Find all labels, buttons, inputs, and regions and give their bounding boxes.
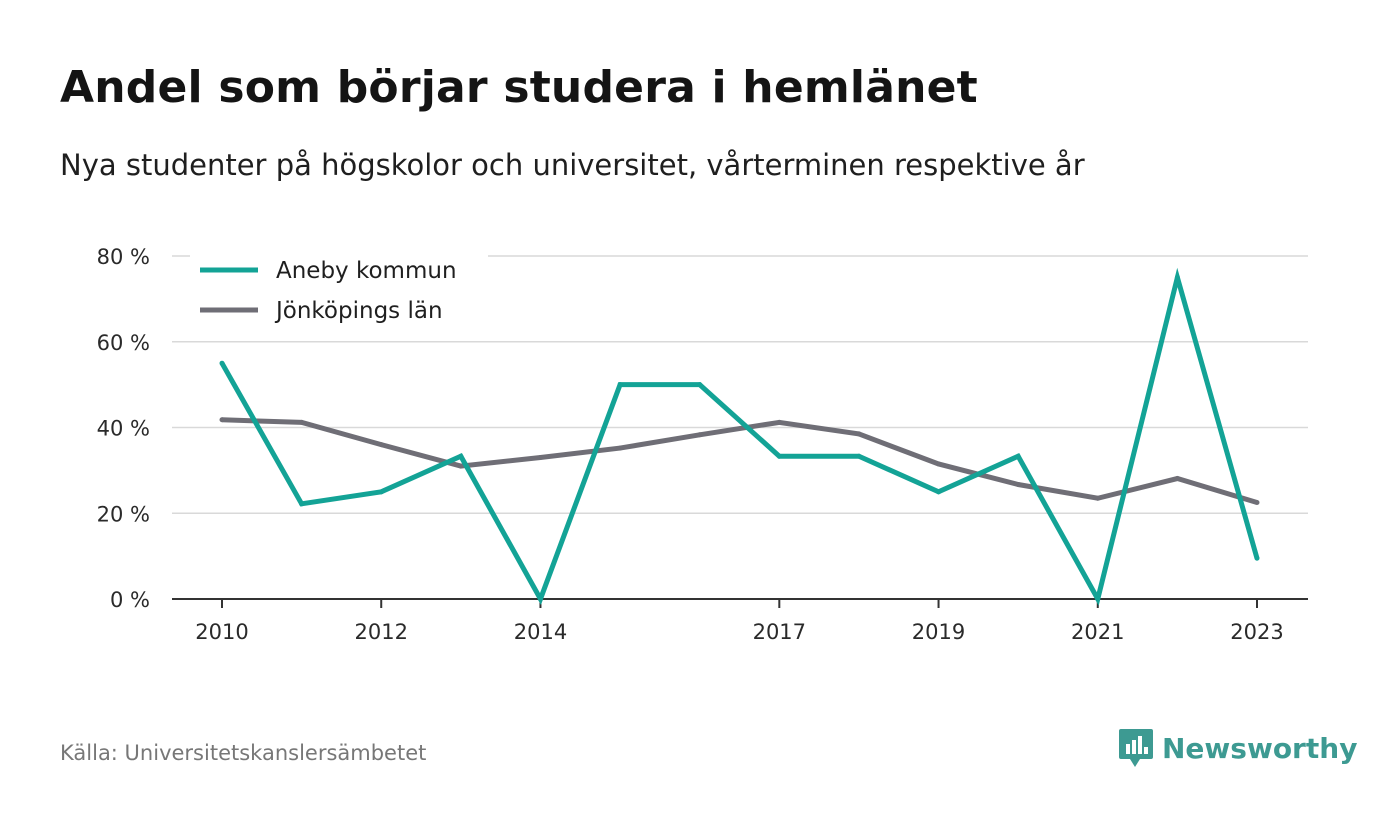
y-tick-label: 60 % [97,331,150,355]
x-tick-label: 2014 [514,620,567,644]
data-point [856,431,862,437]
data-point [219,417,225,423]
data-point [617,382,623,388]
data-point [617,445,623,451]
data-point [697,432,703,438]
data-point [697,382,703,388]
axes: 0 % 20 % 40 % 60 % 80 % 2010 2012 2014 2017 2019 2… [97,245,1308,644]
x-tick-label: 2021 [1071,620,1124,644]
data-point [936,489,942,495]
data-point [1174,274,1180,280]
legend-label: Jönköpings län [274,298,443,324]
legend-background [190,244,488,336]
brand-name: Newsworthy [1162,731,1358,765]
data-point [219,360,225,366]
data-point [1254,555,1260,561]
newsworthy-logo-icon [1119,729,1153,767]
data-point [856,453,862,459]
data-point [1254,500,1260,506]
data-point [776,453,782,459]
brand-logo: Newsworthy [1118,727,1357,769]
series-line-jonkopings-lan [221,417,1258,505]
data-point [1174,476,1180,482]
y-tick-label: 20 % [97,502,150,526]
x-tick-label: 2017 [753,620,806,644]
x-tick-label: 2023 [1230,620,1283,644]
data-point [458,463,464,469]
y-tick-label: 0 % [110,588,150,612]
data-point [537,596,543,602]
data-point [299,501,305,507]
data-point [1015,482,1021,488]
x-tick-label: 2019 [912,620,965,644]
chart-title: Andel som börjar studera i hemlänet [60,62,978,113]
legend-label: Aneby kommun [276,258,457,284]
legend: Aneby kommun Jönköpings län [190,244,488,336]
data-point [537,455,543,461]
series-lines [219,267,1260,606]
y-tick-label: 80 % [97,245,150,269]
y-tick-label: 40 % [97,417,150,441]
source-note: Källa: Universitetskanslersämbetet [60,741,427,765]
data-point [1095,495,1101,501]
x-tick-label: 2012 [355,620,408,644]
data-point [776,419,782,425]
data-point [299,419,305,425]
data-point [458,453,464,459]
chart-subtitle: Nya studenter på högskolor och universit… [60,148,1085,182]
series-line-aneby-kommun [219,267,1260,606]
data-point [1015,453,1021,459]
data-point [936,461,942,467]
data-point [1095,596,1101,602]
data-point [378,489,384,495]
data-point [378,442,384,448]
x-tick-label: 2010 [195,620,248,644]
